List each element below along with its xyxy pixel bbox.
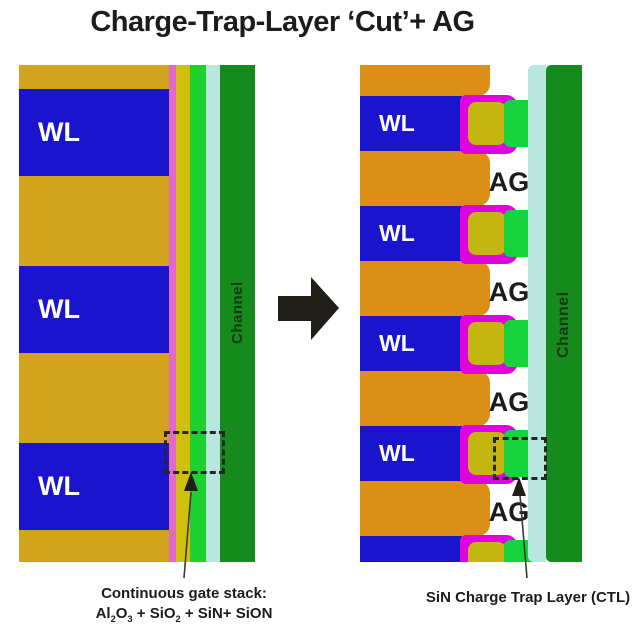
wl-block: WL bbox=[360, 206, 462, 261]
gate-stack-formula: Al2O3 + SiO2 + SiN+ SiON bbox=[95, 605, 273, 624]
ctl-highlight-box bbox=[493, 437, 547, 480]
wl-label: WL bbox=[38, 294, 80, 324]
wl-label: WL bbox=[379, 440, 415, 466]
stripe-cyan-layer bbox=[528, 65, 546, 562]
stripe-cyan-layer bbox=[206, 65, 220, 562]
wl-block: WL bbox=[360, 426, 462, 481]
wl-label: WL bbox=[38, 117, 80, 147]
transform-arrow-icon bbox=[278, 277, 339, 340]
stripe-yellow-layer bbox=[176, 65, 190, 562]
wl-block-partial bbox=[360, 536, 462, 562]
wl-block: WL bbox=[360, 96, 462, 151]
gold-band bbox=[360, 65, 490, 96]
channel-label: Channel bbox=[229, 281, 246, 344]
ctl-caption: SiN Charge Trap Layer (CTL) bbox=[425, 589, 631, 606]
channel-label: Channel bbox=[555, 291, 572, 359]
before-panel: WL WL WL Channel bbox=[19, 65, 255, 562]
wl-label: WL bbox=[379, 220, 415, 246]
cell-yellow-block bbox=[468, 322, 506, 365]
stripe-green-layer bbox=[190, 65, 206, 562]
cell-yellow-block bbox=[468, 542, 506, 562]
ag-label: AG bbox=[488, 497, 530, 527]
wl-block: WL bbox=[19, 266, 169, 353]
wl-label: WL bbox=[379, 110, 415, 136]
ag-label: AG bbox=[488, 167, 530, 197]
wl-block: WL bbox=[19, 443, 169, 530]
gate-stack-caption-line1: Continuous gate stack: bbox=[101, 585, 267, 602]
wl-block: WL bbox=[19, 89, 169, 176]
cell-yellow-block bbox=[468, 212, 506, 255]
channel-stripe bbox=[220, 65, 255, 562]
stripe-pink-liner bbox=[169, 65, 176, 562]
after-panel: WL WL WL WL AG AG AG AG bbox=[360, 65, 582, 562]
gate-stack-highlight-box bbox=[164, 431, 225, 474]
channel-stripe bbox=[546, 65, 582, 562]
wl-label: WL bbox=[379, 330, 415, 356]
gold-band bbox=[360, 151, 490, 206]
gold-band bbox=[360, 481, 490, 536]
page-title: Charge-Trap-Layer ‘Cut’+ AG bbox=[90, 6, 475, 38]
wl-block: WL bbox=[360, 316, 462, 371]
gate-stack-caption: Continuous gate stack: Al2O3 + SiO2 + Si… bbox=[58, 584, 310, 629]
gold-band bbox=[360, 371, 490, 426]
cell-yellow-block bbox=[468, 102, 506, 145]
ag-label: AG bbox=[488, 277, 530, 307]
ag-label: AG bbox=[488, 387, 530, 417]
gold-band bbox=[360, 261, 490, 316]
wl-label: WL bbox=[38, 471, 80, 501]
